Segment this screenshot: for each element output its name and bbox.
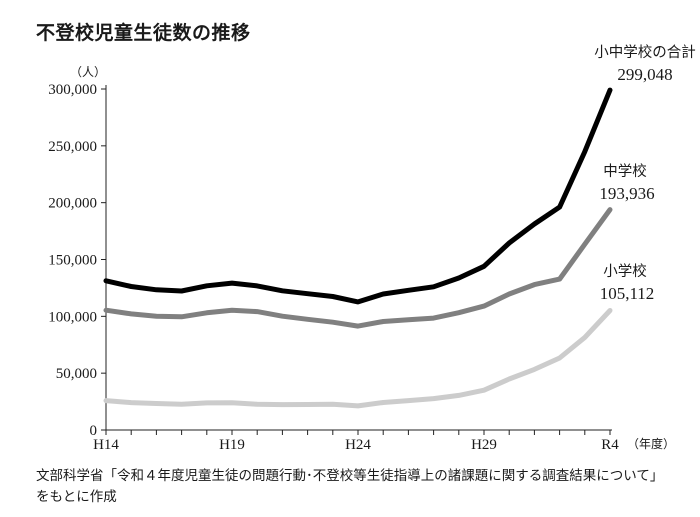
series-line — [103, 207, 613, 329]
x-tick-label: H14 — [93, 437, 119, 453]
y-tick-label: 200,000 — [48, 196, 97, 212]
series-name-label: 小学校 — [603, 263, 647, 280]
series-end-value-label: 105,112 — [600, 284, 655, 303]
x-tick-label: H24 — [345, 437, 371, 453]
y-tick-label: 300,000 — [48, 82, 97, 98]
x-tick-label: H19 — [219, 437, 245, 453]
y-tick-label: 50,000 — [56, 366, 97, 382]
series-name-label: 小中学校の合計 — [594, 44, 696, 61]
y-tick-label: 100,000 — [48, 309, 97, 325]
y-tick-label: 250,000 — [48, 139, 97, 155]
y-tick-label: 0 — [90, 423, 98, 439]
series-line — [103, 308, 613, 409]
x-tick-label: R4 — [601, 437, 619, 453]
source-note: 文部科学省「令和４年度児童生徒の問題行動･不登校等生徒指導上の諸課題に関する調査… — [36, 468, 664, 505]
x-unit-label: （年度） — [627, 436, 675, 451]
series-line — [103, 87, 613, 305]
y-unit-label: （人） — [70, 65, 106, 79]
series-name-label: 中学校 — [603, 163, 647, 180]
y-tick-label: 150,000 — [48, 253, 97, 269]
chart-title: 不登校児童生徒数の推移 — [36, 22, 251, 44]
x-tick-label: H29 — [471, 437, 497, 453]
series-end-value-label: 193,936 — [599, 184, 654, 203]
series-end-value-label: 299,048 — [617, 65, 672, 84]
